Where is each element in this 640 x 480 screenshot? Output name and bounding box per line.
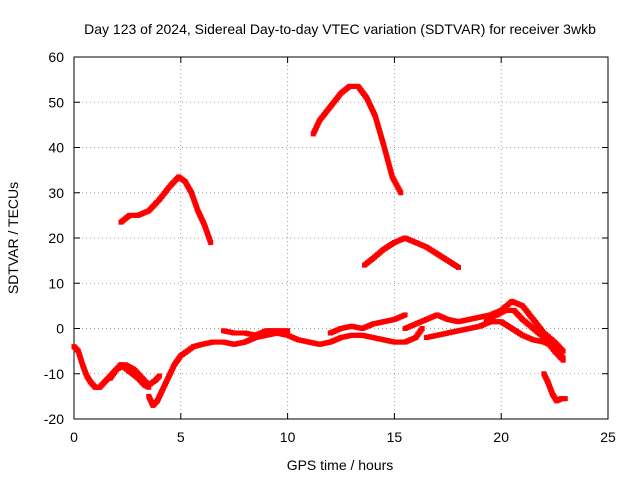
x-tick-label: 10 [280, 429, 296, 445]
y-tick-label: 50 [48, 94, 64, 110]
y-tick-label: 40 [48, 140, 64, 156]
series-arc-11 [118, 174, 214, 246]
data-point [156, 373, 162, 379]
series-arc-4 [146, 326, 425, 408]
y-tick-label: 10 [48, 275, 64, 291]
y-tick-label: 0 [56, 321, 64, 337]
data-point [402, 312, 408, 318]
axis-ticks: 0 5 10 15 20 25 -20 -10 0 10 20 30 40 50 60 [44, 49, 616, 445]
data-point [455, 264, 461, 270]
series-arc-10 [541, 371, 568, 404]
grid-lines [74, 57, 608, 419]
chart-title: Day 123 of 2024, Sidereal Day-to-day VTE… [84, 21, 596, 37]
x-tick-label: 0 [70, 429, 78, 445]
data-point [562, 396, 568, 402]
y-tick-label: 60 [48, 49, 64, 65]
y-tick-label: 30 [48, 185, 64, 201]
series-arc-9 [483, 307, 566, 363]
data-point [146, 384, 152, 390]
y-tick-label: 20 [48, 230, 64, 246]
data-point [560, 348, 566, 354]
series-arc-3 [118, 362, 152, 390]
series-arc-5 [221, 328, 291, 338]
data-point [419, 326, 425, 331]
y-tick-label: -10 [44, 366, 64, 382]
x-tick-label: 15 [387, 429, 403, 445]
data-point [208, 240, 214, 246]
series-arc-13 [361, 235, 461, 270]
data-point [398, 190, 404, 196]
x-tick-label: 20 [493, 429, 509, 445]
y-tick-label: -20 [44, 411, 64, 427]
data-series [71, 83, 568, 408]
x-tick-label: 5 [177, 429, 185, 445]
y-axis-label: SDTVAR / TECUs [5, 182, 21, 294]
series-arc-2 [107, 362, 162, 388]
series-arc-6 [327, 312, 408, 336]
series-arc-12 [310, 83, 404, 196]
x-axis-label: GPS time / hours [287, 457, 394, 473]
data-point [560, 357, 566, 363]
data-point [285, 328, 291, 334]
x-tick-label: 25 [600, 429, 616, 445]
